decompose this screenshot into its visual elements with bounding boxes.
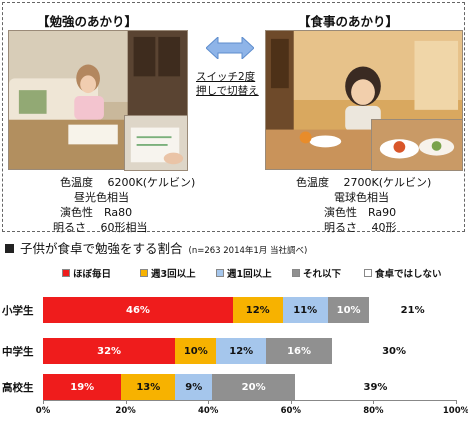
x-tick bbox=[43, 400, 44, 404]
x-tick-label: 100% bbox=[442, 406, 468, 416]
legend-item: ほぼ毎日 bbox=[62, 266, 111, 280]
x-tick-label: 40% bbox=[198, 406, 219, 416]
legend-item: 週1回以上 bbox=[216, 266, 272, 280]
legend-swatch bbox=[364, 269, 372, 277]
meal-light-inset-photo bbox=[371, 119, 463, 171]
chart-note: (n=263 2014年1月 当社調べ) bbox=[188, 246, 308, 256]
legend-item: 食卓ではしない bbox=[364, 266, 442, 280]
bar-segment: 46% bbox=[43, 297, 233, 323]
bar-segment: 39% bbox=[294, 374, 456, 400]
meal-light-title: 【食事のあかり】 bbox=[298, 14, 399, 29]
x-tick bbox=[208, 400, 210, 404]
x-tick-label: 0% bbox=[35, 406, 51, 416]
switch-text-line2: 押しで切替え bbox=[196, 85, 259, 97]
legend-label: 週3回以上 bbox=[151, 269, 196, 280]
meal-spec-equivalent: 電球色相当 bbox=[334, 191, 389, 204]
meal-spec-color-rendering: 演色性 Ra90 bbox=[324, 206, 397, 219]
legend-swatch bbox=[140, 269, 148, 277]
bar-segment: 19% bbox=[43, 374, 122, 400]
study-spec-equivalent: 昼光色相当 bbox=[74, 191, 129, 204]
bar-segment: 21% bbox=[369, 297, 456, 323]
bar-segment: 12% bbox=[216, 338, 266, 364]
switch-text-line1: スイッチ2度 bbox=[196, 71, 256, 83]
legend-item: 週3回以上 bbox=[140, 266, 196, 280]
bar-segment: 13% bbox=[121, 374, 176, 400]
chart-title-row: 子供が食卓で勉強をする割合 (n=263 2014年1月 当社調べ) bbox=[5, 238, 307, 257]
study-light-inset-photo bbox=[124, 115, 188, 171]
bar-segment: 16% bbox=[266, 338, 333, 364]
bar-segment: 9% bbox=[175, 374, 213, 400]
title-square-icon bbox=[5, 244, 14, 253]
x-tick-label: 60% bbox=[280, 406, 301, 416]
chart-title: 子供が食卓で勉強をする割合 bbox=[20, 241, 183, 256]
lighting-comparison-panel: 【勉強のあかり】 【食事のあかり】 スイッチ2度 bbox=[2, 2, 465, 234]
study-spec-brightness: 明るさ 60形相当 bbox=[53, 221, 148, 234]
bar-segment: 32% bbox=[43, 338, 176, 364]
x-tick bbox=[373, 400, 375, 404]
legend-swatch bbox=[216, 269, 224, 277]
category-label: 小学生 bbox=[2, 305, 34, 317]
x-tick-label: 80% bbox=[363, 406, 384, 416]
category-label: 高校生 bbox=[2, 382, 34, 394]
x-axis-line bbox=[43, 400, 456, 401]
x-tick bbox=[290, 400, 292, 404]
bar-segment: 30% bbox=[332, 338, 456, 364]
legend-item: それ以下 bbox=[292, 266, 341, 280]
bar-segment: 12% bbox=[232, 297, 283, 323]
legend-swatch bbox=[292, 269, 300, 277]
category-label: 中学生 bbox=[2, 346, 34, 358]
study-light-title: 【勉強のあかり】 bbox=[37, 14, 138, 29]
x-tick bbox=[456, 400, 457, 404]
legend-label: それ以下 bbox=[303, 269, 342, 280]
study-spec-color-temp: 色温度 6200K(ケルビン) bbox=[60, 176, 196, 189]
x-tick-label: 20% bbox=[115, 406, 136, 416]
legend-label: ほぼ毎日 bbox=[73, 269, 112, 280]
meal-spec-color-temp: 色温度 2700K(ケルビン) bbox=[296, 176, 432, 189]
legend-swatch bbox=[62, 269, 70, 277]
bar-segment: 11% bbox=[282, 297, 328, 323]
bar-segment: 10% bbox=[327, 297, 370, 323]
study-spec-color-rendering: 演色性 Ra80 bbox=[60, 206, 133, 219]
switch-arrow-icon bbox=[206, 37, 254, 59]
bar-segment: 10% bbox=[175, 338, 217, 364]
legend-label: 食卓ではしない bbox=[375, 269, 442, 280]
meal-spec-brightness: 明るさ 40形 bbox=[324, 221, 397, 234]
legend-label: 週1回以上 bbox=[227, 269, 272, 280]
x-tick bbox=[125, 400, 127, 404]
bar-segment: 20% bbox=[212, 374, 295, 400]
